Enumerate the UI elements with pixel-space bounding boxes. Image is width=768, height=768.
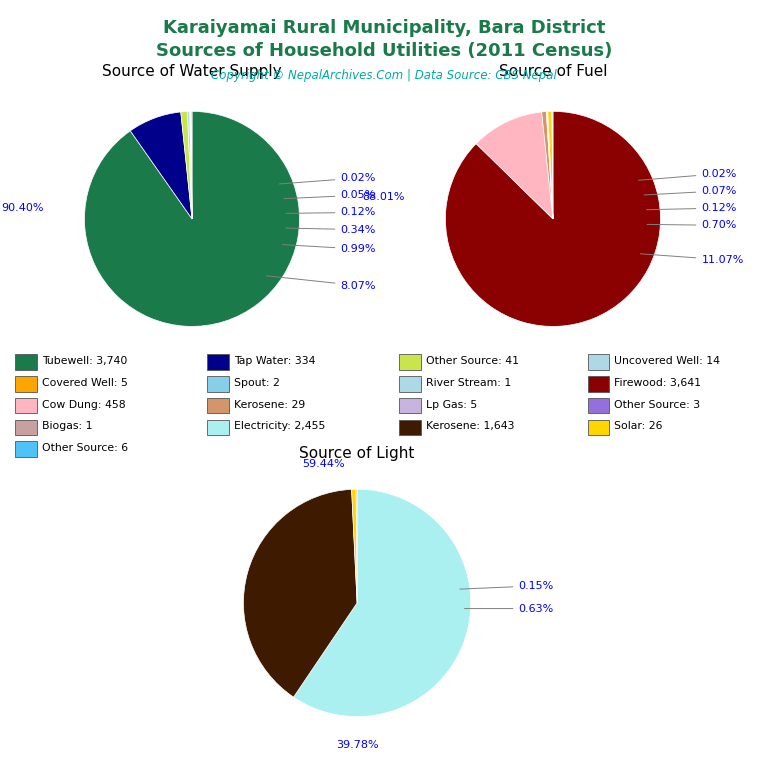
Text: Covered Well: 5: Covered Well: 5: [42, 378, 128, 388]
Bar: [207, 419, 229, 435]
Wedge shape: [476, 112, 553, 219]
Text: 0.02%: 0.02%: [280, 173, 376, 184]
Text: Kerosene: 29: Kerosene: 29: [234, 399, 306, 409]
Wedge shape: [547, 111, 553, 219]
Bar: [399, 354, 421, 370]
Bar: [15, 442, 37, 457]
Text: 8.07%: 8.07%: [266, 276, 376, 290]
Text: Spout: 2: Spout: 2: [234, 378, 280, 388]
Text: 0.63%: 0.63%: [465, 604, 554, 614]
Wedge shape: [131, 112, 192, 219]
Title: Source of Light: Source of Light: [300, 445, 415, 461]
Text: 0.12%: 0.12%: [286, 207, 376, 217]
Bar: [15, 354, 37, 370]
Text: Copyright © NepalArchives.Com | Data Source: CBS Nepal: Copyright © NepalArchives.Com | Data Sou…: [211, 69, 557, 82]
Text: Electricity: 2,455: Electricity: 2,455: [234, 421, 326, 431]
Wedge shape: [191, 111, 192, 219]
Bar: [399, 398, 421, 413]
Wedge shape: [356, 489, 357, 603]
Wedge shape: [84, 111, 300, 326]
Text: 0.15%: 0.15%: [460, 581, 554, 591]
Text: 0.99%: 0.99%: [283, 244, 376, 254]
Text: River Stream: 1: River Stream: 1: [426, 378, 511, 388]
Bar: [399, 419, 421, 435]
Text: Firewood: 3,641: Firewood: 3,641: [614, 378, 701, 388]
Text: Tubewell: 3,740: Tubewell: 3,740: [42, 356, 127, 366]
Wedge shape: [243, 489, 357, 697]
Wedge shape: [548, 111, 553, 219]
Bar: [207, 354, 229, 370]
Text: 59.44%: 59.44%: [302, 459, 344, 469]
Text: 11.07%: 11.07%: [641, 253, 743, 265]
Title: Source of Fuel: Source of Fuel: [498, 65, 607, 79]
Bar: [15, 376, 37, 392]
Bar: [207, 398, 229, 413]
Wedge shape: [541, 111, 553, 219]
Text: Tap Water: 334: Tap Water: 334: [234, 356, 316, 366]
Bar: [15, 398, 37, 413]
Text: Biogas: 1: Biogas: 1: [42, 421, 93, 431]
Text: Karaiyamai Rural Municipality, Bara District: Karaiyamai Rural Municipality, Bara Dist…: [163, 19, 605, 37]
Bar: [588, 376, 609, 392]
Text: 0.07%: 0.07%: [644, 186, 737, 196]
Text: 0.70%: 0.70%: [647, 220, 737, 230]
Wedge shape: [445, 111, 660, 326]
Text: Lp Gas: 5: Lp Gas: 5: [426, 399, 478, 409]
Wedge shape: [191, 111, 192, 219]
Text: 0.34%: 0.34%: [286, 224, 376, 235]
Text: 39.78%: 39.78%: [336, 740, 379, 750]
Wedge shape: [180, 111, 192, 219]
Wedge shape: [187, 111, 192, 219]
Bar: [207, 376, 229, 392]
Text: 90.40%: 90.40%: [1, 203, 44, 214]
Bar: [588, 398, 609, 413]
Bar: [15, 419, 37, 435]
Title: Source of Water Supply: Source of Water Supply: [102, 65, 282, 79]
Text: Other Source: 3: Other Source: 3: [614, 399, 700, 409]
Text: 0.12%: 0.12%: [647, 203, 737, 214]
Wedge shape: [552, 111, 553, 219]
Text: 0.05%: 0.05%: [284, 190, 376, 200]
Wedge shape: [352, 489, 357, 603]
Bar: [588, 419, 609, 435]
Bar: [399, 376, 421, 392]
Text: Kerosene: 1,643: Kerosene: 1,643: [426, 421, 515, 431]
Bar: [588, 354, 609, 370]
Text: 88.01%: 88.01%: [362, 192, 405, 203]
Text: Cow Dung: 458: Cow Dung: 458: [42, 399, 126, 409]
Text: Other Source: 41: Other Source: 41: [426, 356, 519, 366]
Wedge shape: [190, 111, 192, 219]
Wedge shape: [546, 111, 553, 219]
Wedge shape: [293, 489, 471, 717]
Wedge shape: [548, 111, 553, 219]
Wedge shape: [190, 111, 192, 219]
Text: Other Source: 6: Other Source: 6: [42, 443, 128, 453]
Text: Uncovered Well: 14: Uncovered Well: 14: [614, 356, 720, 366]
Text: Sources of Household Utilities (2011 Census): Sources of Household Utilities (2011 Cen…: [156, 42, 612, 60]
Text: Solar: 26: Solar: 26: [614, 421, 663, 431]
Text: 0.02%: 0.02%: [639, 169, 737, 180]
